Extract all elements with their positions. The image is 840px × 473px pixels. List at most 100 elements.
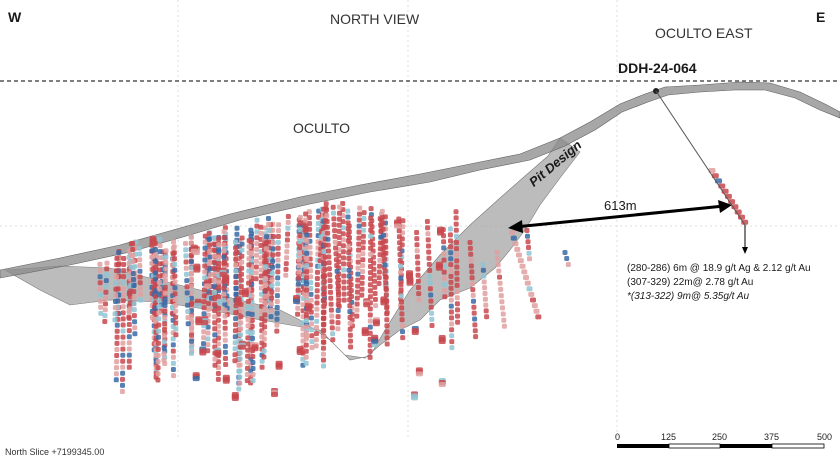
drill-sample xyxy=(308,268,313,274)
drill-sample xyxy=(527,256,532,262)
drill-sample xyxy=(206,231,212,236)
drill-sample xyxy=(201,287,207,293)
drill-sample xyxy=(394,223,401,229)
drill-sample xyxy=(324,219,330,224)
drill-sample xyxy=(360,269,365,274)
drill-sample xyxy=(172,303,178,308)
drill-sample xyxy=(331,222,337,228)
drill-sample xyxy=(211,259,217,265)
drill-sample xyxy=(381,250,387,256)
drill-sample xyxy=(212,308,218,314)
drill-sample xyxy=(261,336,267,342)
drill-sample xyxy=(346,267,352,273)
drill-sample xyxy=(297,220,303,226)
drill-sample xyxy=(270,240,276,246)
drill-sample xyxy=(205,348,211,354)
drill-sample xyxy=(131,301,137,307)
drill-sample xyxy=(326,248,331,254)
drill-sample xyxy=(309,333,315,339)
drill-sample xyxy=(211,247,217,253)
drill-sample xyxy=(304,269,310,275)
drill-sample xyxy=(467,245,473,251)
drill-sample xyxy=(97,286,103,292)
drill-sample xyxy=(120,292,126,298)
drill-sample xyxy=(170,367,176,372)
drill-sample xyxy=(157,236,163,242)
drill-sample xyxy=(233,274,239,280)
drill-sample xyxy=(171,250,177,256)
drill-sample xyxy=(340,249,346,255)
drill-sample xyxy=(172,285,178,291)
drill-sample xyxy=(262,324,268,330)
drill-sample xyxy=(308,280,314,286)
drill-sample xyxy=(262,306,268,312)
drill-sample xyxy=(454,264,460,270)
drill-sample xyxy=(329,319,335,325)
drill-sample xyxy=(120,376,125,382)
drill-sample xyxy=(426,261,432,267)
distance-label: 613m xyxy=(604,198,637,213)
drill-sample xyxy=(428,292,434,298)
drill-sample xyxy=(455,319,461,325)
drill-sample xyxy=(172,291,178,297)
drill-sample xyxy=(321,279,327,285)
drill-sample xyxy=(406,280,414,286)
drill-sample xyxy=(355,283,361,289)
drill-sample xyxy=(261,354,267,360)
drill-sample xyxy=(188,253,194,259)
drill-sample xyxy=(120,346,126,352)
drill-sample xyxy=(268,301,274,307)
drill-sample xyxy=(120,328,126,334)
scale-tick-label: 125 xyxy=(661,432,677,442)
drill-sample xyxy=(254,217,260,223)
drill-sample xyxy=(184,296,190,302)
drill-sample xyxy=(397,252,403,257)
drill-sample xyxy=(448,297,454,303)
drill-sample xyxy=(211,235,217,241)
drill-sample xyxy=(565,262,571,267)
pit-shell xyxy=(3,137,581,361)
drill-sample xyxy=(262,318,268,324)
drill-sample xyxy=(261,348,267,354)
drill-sample xyxy=(341,297,347,303)
drill-sample xyxy=(155,353,161,358)
drill-sample xyxy=(341,261,347,267)
drill-sample xyxy=(324,207,329,213)
drill-sample xyxy=(453,227,459,233)
drill-sample xyxy=(239,247,245,253)
drill-sample xyxy=(114,353,120,358)
drill-sample xyxy=(216,294,221,300)
drill-sample xyxy=(309,321,314,327)
scale-tick-label: 500 xyxy=(817,432,833,442)
drill-sample xyxy=(367,288,373,294)
drill-sample xyxy=(114,359,120,365)
drill-sample xyxy=(216,300,221,305)
drill-sample xyxy=(162,308,168,314)
drill-sample xyxy=(321,285,327,291)
drill-sample xyxy=(323,201,329,207)
drill-sample xyxy=(155,359,161,365)
drill-sample xyxy=(528,291,535,297)
drill-sample xyxy=(137,268,143,274)
drill-sample xyxy=(253,270,259,276)
drill-sample xyxy=(341,273,347,279)
drill-sample xyxy=(531,303,538,309)
drill-sample xyxy=(372,297,378,302)
drill-sample xyxy=(137,245,142,251)
drill-sample xyxy=(414,242,420,248)
drill-sample xyxy=(233,285,239,291)
drill-sample xyxy=(202,263,208,269)
drill-sample xyxy=(297,239,303,245)
drill-sample xyxy=(336,292,341,298)
drill-sample xyxy=(454,252,460,258)
drill-sample xyxy=(469,269,475,275)
drill-sample xyxy=(525,239,531,245)
drill-sample xyxy=(381,238,387,244)
drill-sample xyxy=(156,285,162,291)
drill-sample xyxy=(303,360,309,366)
drill-sample xyxy=(425,225,431,231)
drill-sample xyxy=(266,216,271,221)
drill-sample xyxy=(345,238,351,244)
drill-sample xyxy=(308,274,314,280)
